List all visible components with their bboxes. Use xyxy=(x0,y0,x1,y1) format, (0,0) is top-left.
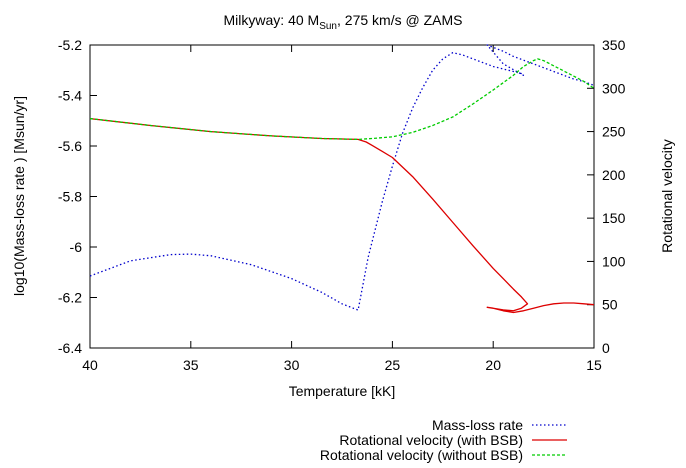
plot-frame xyxy=(89,44,595,349)
y-tick-label: -5.4 xyxy=(58,88,82,104)
y2-axis-label: Rotational velocity xyxy=(659,139,675,253)
x-axis-label: Temperature [kK] xyxy=(289,383,396,399)
x-tick-label: 30 xyxy=(284,357,300,373)
y-tick-label: -5.2 xyxy=(58,37,82,53)
chart-title: Milkyway: 40 MSun, 275 km/s @ ZAMS xyxy=(224,12,463,32)
series-line-3 xyxy=(89,58,595,141)
y2-tick-label: 200 xyxy=(602,167,626,183)
y2-tick-label: 100 xyxy=(602,253,626,269)
chart-title-tail: , 275 km/s @ ZAMS xyxy=(337,12,462,28)
y-tick-label: -6.4 xyxy=(58,340,82,356)
y-tick-label: -6 xyxy=(70,239,83,255)
x-axis: 40 35 30 25 20 15 xyxy=(82,45,602,373)
y-tick-label: -5.8 xyxy=(58,189,82,205)
y2-axis: 0 50 100 150 200 250 300 350 xyxy=(587,37,626,356)
y-tick-label: -5.6 xyxy=(58,138,82,154)
y-axis-label: log10(Mass-loss rate ) [Msun/yr] xyxy=(11,96,27,296)
x-tick-label: 40 xyxy=(82,357,98,373)
chart-title-subscript: Sun xyxy=(319,21,337,32)
series-line-2 xyxy=(89,117,595,314)
x-tick-label: 15 xyxy=(586,357,602,373)
legend-label: Mass-loss rate xyxy=(432,417,523,433)
y2-tick-label: 50 xyxy=(602,297,618,313)
y2-tick-label: 150 xyxy=(602,210,626,226)
x-tick-label: 25 xyxy=(385,357,401,373)
y2-tick-label: 250 xyxy=(602,124,626,140)
chart-title-main: Milkyway: 40 M xyxy=(224,12,320,28)
series-line-1 xyxy=(89,44,595,311)
y2-tick-label: 0 xyxy=(602,340,610,356)
series-layer xyxy=(89,44,595,314)
x-tick-label: 35 xyxy=(183,357,199,373)
x-tick-label: 20 xyxy=(485,357,501,373)
legend-label: Rotational velocity (with BSB) xyxy=(339,432,523,448)
y2-tick-label: 300 xyxy=(602,80,626,96)
y2-tick-label: 350 xyxy=(602,37,626,53)
y-tick-label: -6.2 xyxy=(58,290,82,306)
legend-label: Rotational velocity (without BSB) xyxy=(320,447,523,463)
y-axis: -6.4 -6.2 -6 -5.8 -5.6 -5.4 -5.2 xyxy=(58,37,97,356)
